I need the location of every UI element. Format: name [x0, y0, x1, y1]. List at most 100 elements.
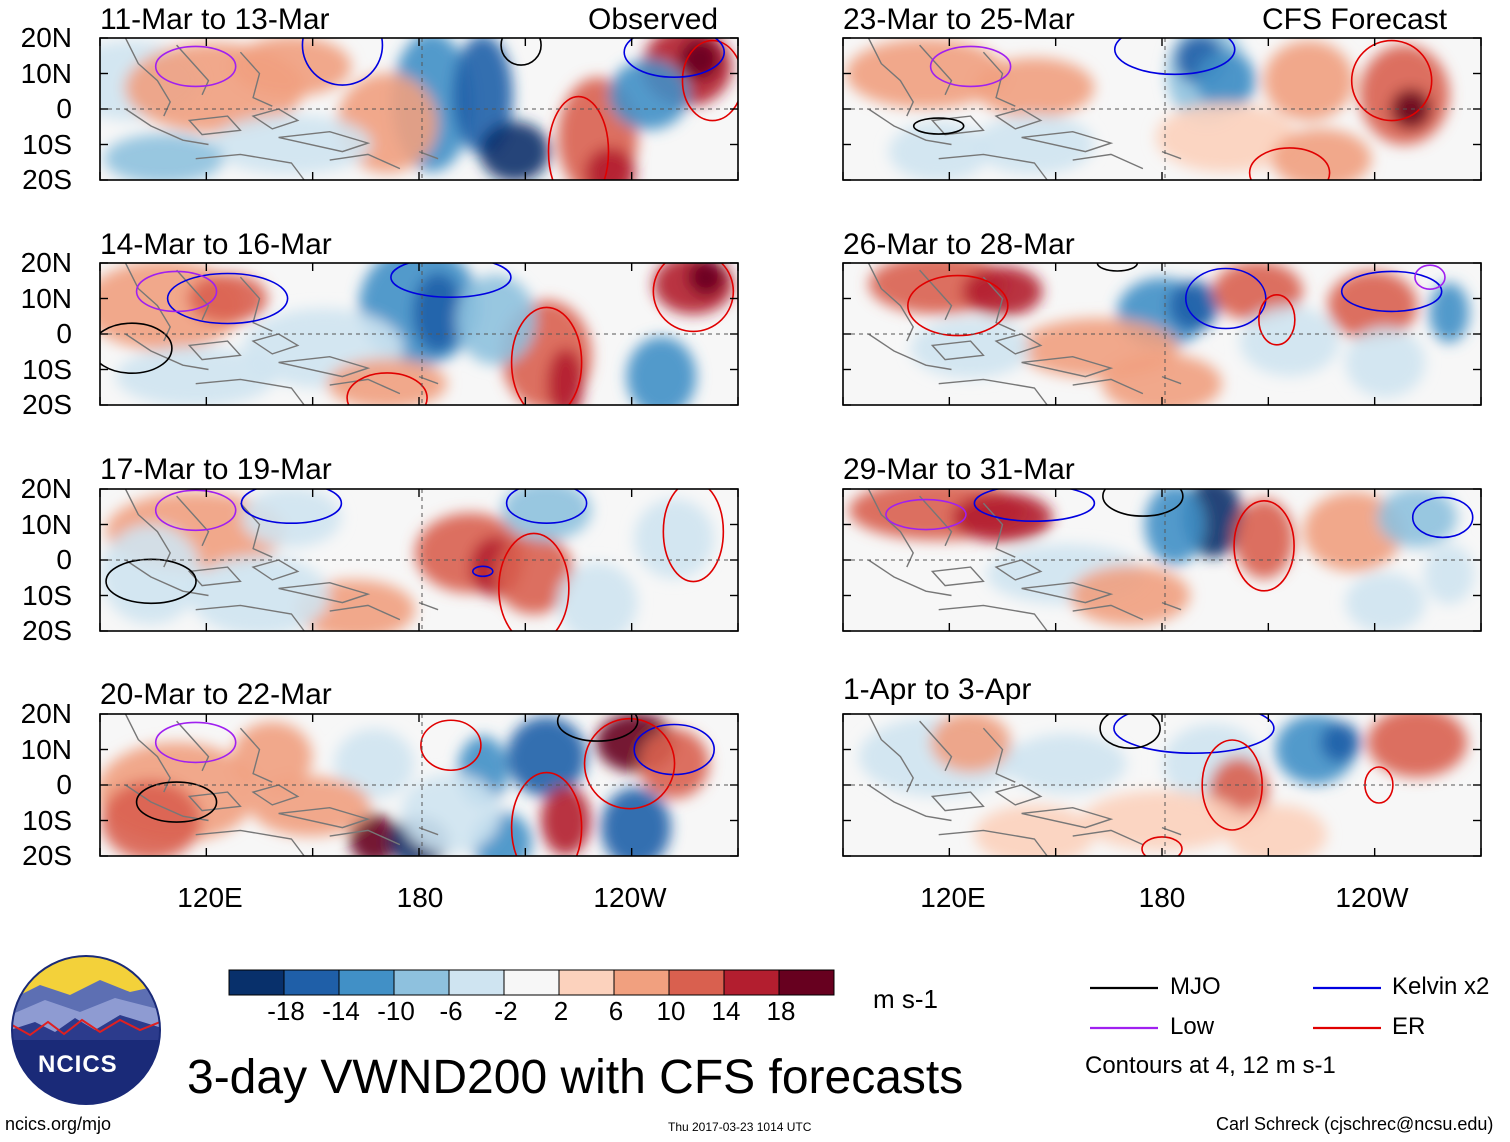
coastline-segment	[239, 276, 273, 332]
coastline-segment	[982, 51, 1016, 107]
panel-title-fcst-4: 1-Apr to 3-Apr	[843, 673, 1032, 706]
lon-tick-120w-right: 120W	[1335, 882, 1409, 913]
anomaly-blob	[189, 555, 330, 631]
wave-contour	[1340, 270, 1443, 313]
anomaly-blob	[600, 787, 671, 856]
coastline-segment	[278, 355, 371, 378]
coastline-segment	[919, 720, 953, 772]
coastline-segment	[868, 784, 952, 822]
anomaly-blob	[327, 358, 448, 405]
coastline-segment	[982, 276, 1016, 332]
coastline-segment	[195, 829, 305, 856]
observed-label: Observed	[588, 3, 719, 36]
anomaly-blob	[974, 804, 1095, 856]
colorbar	[228, 969, 835, 996]
anomaly-blob	[232, 721, 313, 792]
lon-tick-120e-right: 120E	[920, 882, 986, 913]
anomaly-blob	[1226, 804, 1327, 856]
anomaly-blob	[250, 776, 371, 837]
wave-contour	[652, 263, 735, 333]
coastline-segment	[124, 489, 171, 568]
wave-contours	[135, 714, 716, 856]
anomaly-blob	[1345, 327, 1426, 398]
wave-contour	[135, 270, 218, 313]
colorbar-tick: 14	[711, 996, 741, 1026]
anomaly-blob	[1424, 544, 1475, 605]
coastline-segment	[1072, 604, 1144, 621]
lat-tick-label: 10S	[22, 804, 72, 836]
coastline-segment	[187, 115, 242, 136]
anomaly-blob	[974, 114, 1095, 175]
anomaly-blob	[334, 728, 415, 799]
source-url[interactable]: ncics.org/mjo	[5, 1114, 112, 1134]
panel-title-fcst-2: 26-Mar to 28-Mar	[843, 228, 1075, 261]
colorbar-swatch	[723, 969, 780, 996]
coastline-segment	[187, 340, 242, 361]
wave-contour	[510, 771, 583, 856]
lat-tick-label: 0	[56, 318, 72, 349]
lat-tick-label: 20N	[20, 698, 72, 729]
anomaly-blob	[608, 59, 689, 130]
map-panel	[842, 262, 1482, 406]
wave-contour	[556, 714, 639, 742]
wave-contour	[1411, 496, 1474, 539]
wave-contour	[623, 38, 725, 78]
colorbar-tick: -18	[267, 996, 305, 1026]
coastline-segment	[125, 108, 209, 146]
coastline-segment	[195, 378, 305, 405]
coastline-segment	[176, 495, 210, 547]
coastline-segment	[124, 263, 171, 342]
anomaly-blob	[1377, 489, 1458, 548]
wave-contour	[166, 272, 289, 325]
anomaly-blob	[241, 489, 342, 548]
map-panel	[842, 713, 1482, 857]
coastline-segment	[1021, 806, 1114, 829]
wave-contour	[154, 489, 237, 532]
colorbar-swatch	[668, 969, 725, 996]
colorbar-swatch	[448, 969, 505, 996]
wave-contour	[498, 532, 570, 631]
coastline-segment	[329, 153, 401, 170]
legend	[1090, 986, 1381, 1030]
coastline-segment	[1021, 130, 1114, 153]
wave-contour	[1141, 836, 1183, 856]
wave-contours	[105, 489, 725, 631]
coastline-segment	[187, 566, 242, 587]
anomaly-blob	[101, 780, 202, 856]
anomaly-blob	[888, 121, 989, 180]
panel-title-fcst-3: 29-Mar to 31-Mar	[843, 453, 1075, 486]
anomaly-blob	[103, 133, 224, 180]
coastline-segment	[329, 378, 401, 395]
wave-contours	[100, 263, 735, 405]
map-panel	[99, 488, 739, 632]
wave-contour	[1258, 293, 1296, 346]
map-panel	[842, 488, 1482, 632]
anomaly-blob	[400, 773, 501, 854]
coastline-segment	[251, 333, 300, 355]
wave-contour	[1414, 264, 1446, 291]
wave-contour	[1099, 714, 1161, 749]
anomaly-blob	[1070, 565, 1191, 626]
wave-contour	[662, 489, 725, 583]
coastline-segment	[329, 829, 401, 846]
lat-tick-label: 20N	[20, 247, 72, 278]
wave-contour	[583, 717, 676, 810]
anomaly-blob	[585, 147, 636, 180]
legend-er-label: ER	[1392, 1013, 1426, 1040]
anomaly-blob	[845, 38, 1006, 109]
lat-tick-label: 20N	[20, 473, 72, 504]
wave-contour	[1102, 489, 1184, 517]
coastline-segment	[930, 791, 985, 812]
colorbar-units: m s-1	[873, 984, 938, 1014]
anomaly-blob	[540, 785, 591, 856]
wave-contour	[1096, 263, 1139, 272]
anomaly-blob	[493, 534, 574, 615]
wave-contours	[154, 38, 738, 180]
coastline-segment	[994, 333, 1043, 355]
shading-field	[843, 714, 1481, 856]
wave-contour	[301, 38, 384, 86]
lat-tick-label: 0	[56, 93, 72, 124]
wave-contour	[500, 38, 542, 66]
lat-tick-label: 20S	[22, 840, 72, 871]
anomaly-blob	[974, 57, 1095, 118]
